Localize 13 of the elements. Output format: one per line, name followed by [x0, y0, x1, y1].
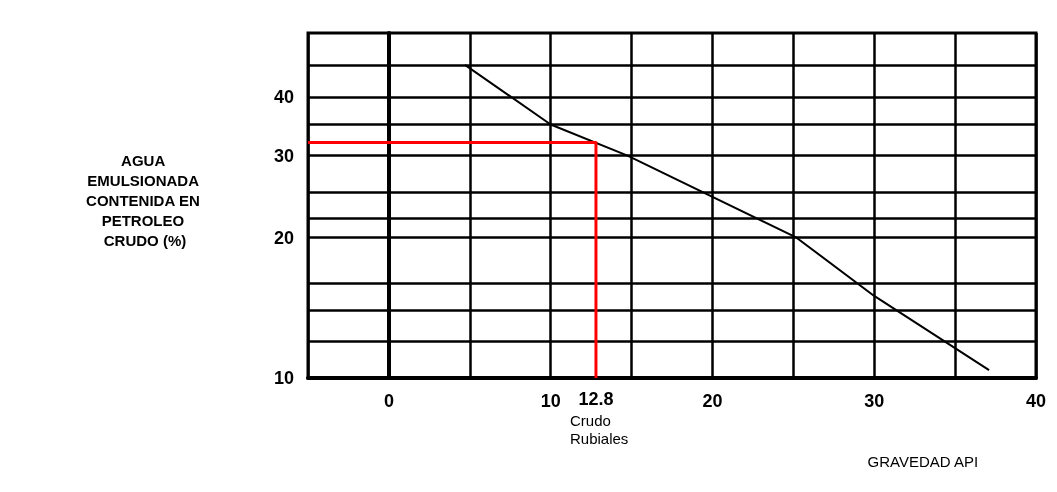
y-tick-label: 20: [273, 227, 294, 248]
y-tick-label: 40: [273, 87, 294, 108]
annotation: Crudo Rubiales: [569, 411, 629, 447]
y-tick-label: 10: [273, 368, 294, 388]
x-axis-title: GRAVEDAD API: [867, 453, 979, 470]
x-tick-label: 0: [383, 391, 394, 411]
x-tick-label: 10: [540, 391, 561, 411]
x-tick-label: 30: [864, 391, 885, 411]
x-tick-label: 12.8: [578, 389, 614, 409]
x-tick-label: 40: [1025, 391, 1046, 411]
y-axis-title: AGUA EMULSIONADA CONTENIDA EN PETROLEO CRUDO (%): [86, 151, 204, 249]
y-tick-label: 30: [273, 145, 294, 166]
x-tick-label: 20: [702, 391, 723, 411]
